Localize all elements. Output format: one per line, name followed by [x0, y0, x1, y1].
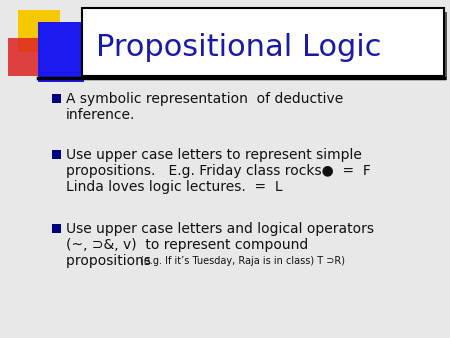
Bar [52, 150, 61, 159]
Bar [52, 224, 61, 233]
Text: propositions: propositions [66, 254, 160, 268]
Text: Use upper case letters and logical operators: Use upper case letters and logical opera… [66, 222, 374, 236]
Bar [85, 12, 447, 80]
Text: A symbolic representation  of deductive: A symbolic representation of deductive [66, 92, 343, 106]
Text: inference.: inference. [66, 108, 135, 122]
Text: Use upper case letters to represent simple: Use upper case letters to represent simp… [66, 148, 362, 162]
Bar [18, 10, 60, 52]
Text: Propositional Logic: Propositional Logic [96, 32, 382, 62]
Bar [82, 8, 444, 76]
Text: propositions.   E.g. Friday class rocks●  =  F: propositions. E.g. Friday class rocks● =… [66, 164, 371, 178]
Bar [52, 94, 61, 103]
Text: Linda loves logic lectures.  =  L: Linda loves logic lectures. = L [66, 180, 283, 194]
Text: (e.g. If it’s Tuesday, Raja is in class) T ⊃R): (e.g. If it’s Tuesday, Raja is in class)… [140, 256, 345, 266]
Bar [8, 38, 50, 76]
Bar [38, 22, 84, 82]
Text: (~, ⊃&, v)  to represent compound: (~, ⊃&, v) to represent compound [66, 238, 308, 252]
